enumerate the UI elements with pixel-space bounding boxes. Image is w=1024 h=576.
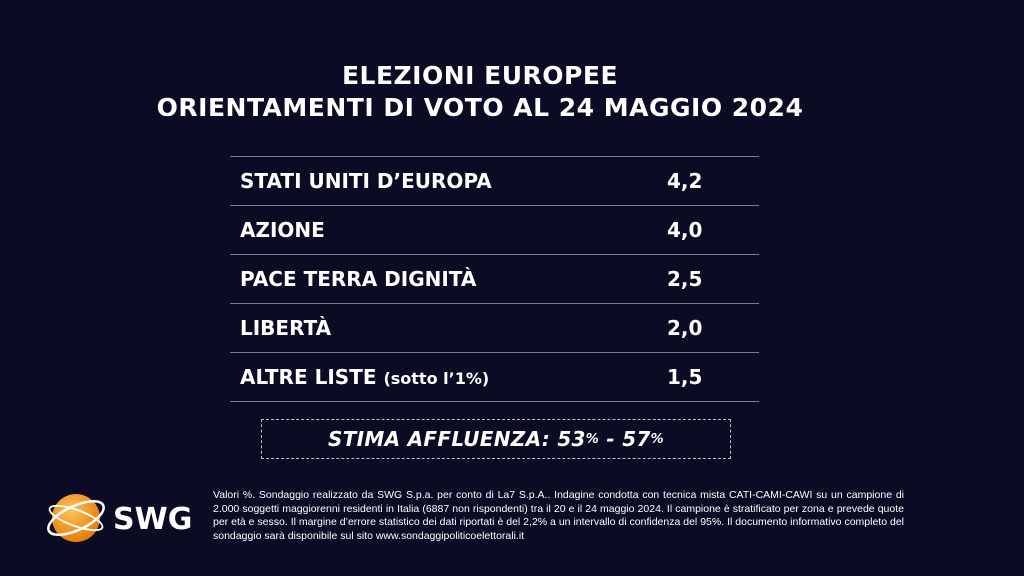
turnout-high: 57 [622,427,651,451]
row-value: 4,2 [667,169,703,193]
table-row: ALTRE LISTE (sotto l’1%) 1,5 [230,352,759,402]
row-label: LIBERTÀ [240,316,332,340]
title-line-2: ORIENTAMENTI DI VOTO AL 24 MAGGIO 2024 [156,93,804,122]
table-row: AZIONE 4,0 [230,205,759,254]
turnout-label: STIMA AFFLUENZA: [327,427,551,451]
swg-globe-icon: SWG [47,494,192,542]
table-row: STATI UNITI D’EUROPA 4,2 [230,156,759,205]
turnout-low: 53 [557,427,586,451]
table-row: LIBERTÀ 2,0 [230,303,759,352]
table-row: PACE TERRA DIGNITÀ 2,5 [230,254,759,303]
row-note: (sotto l’1%) [383,369,490,388]
row-value: 1,5 [667,365,703,389]
row-label: ALTRE LISTE (sotto l’1%) [240,365,490,389]
row-label: PACE TERRA DIGNITÀ [240,267,477,291]
turnout-unit: % [585,431,600,447]
row-value: 4,0 [667,218,703,242]
methodology-note: Valori %. Sondaggio realizzato da SWG S.… [213,489,904,542]
results-table: STATI UNITI D’EUROPA 4,2 AZIONE 4,0 PACE… [230,156,759,402]
row-label: STATI UNITI D’EUROPA [240,169,492,193]
row-value: 2,5 [667,267,703,291]
title-line-1: ELEZIONI EUROPEE [341,61,619,90]
turnout-separator: - [606,427,615,451]
swg-logo: SWG [43,487,198,547]
row-value: 2,0 [667,316,703,340]
turnout-unit: % [650,431,664,447]
logo-text: SWG [113,502,192,537]
row-label: AZIONE [240,218,325,242]
page-title: ELEZIONI EUROPEE ORIENTAMENTI DI VOTO AL… [0,60,960,124]
turnout-estimate: STIMA AFFLUENZA: 53% - 57% [261,419,731,459]
